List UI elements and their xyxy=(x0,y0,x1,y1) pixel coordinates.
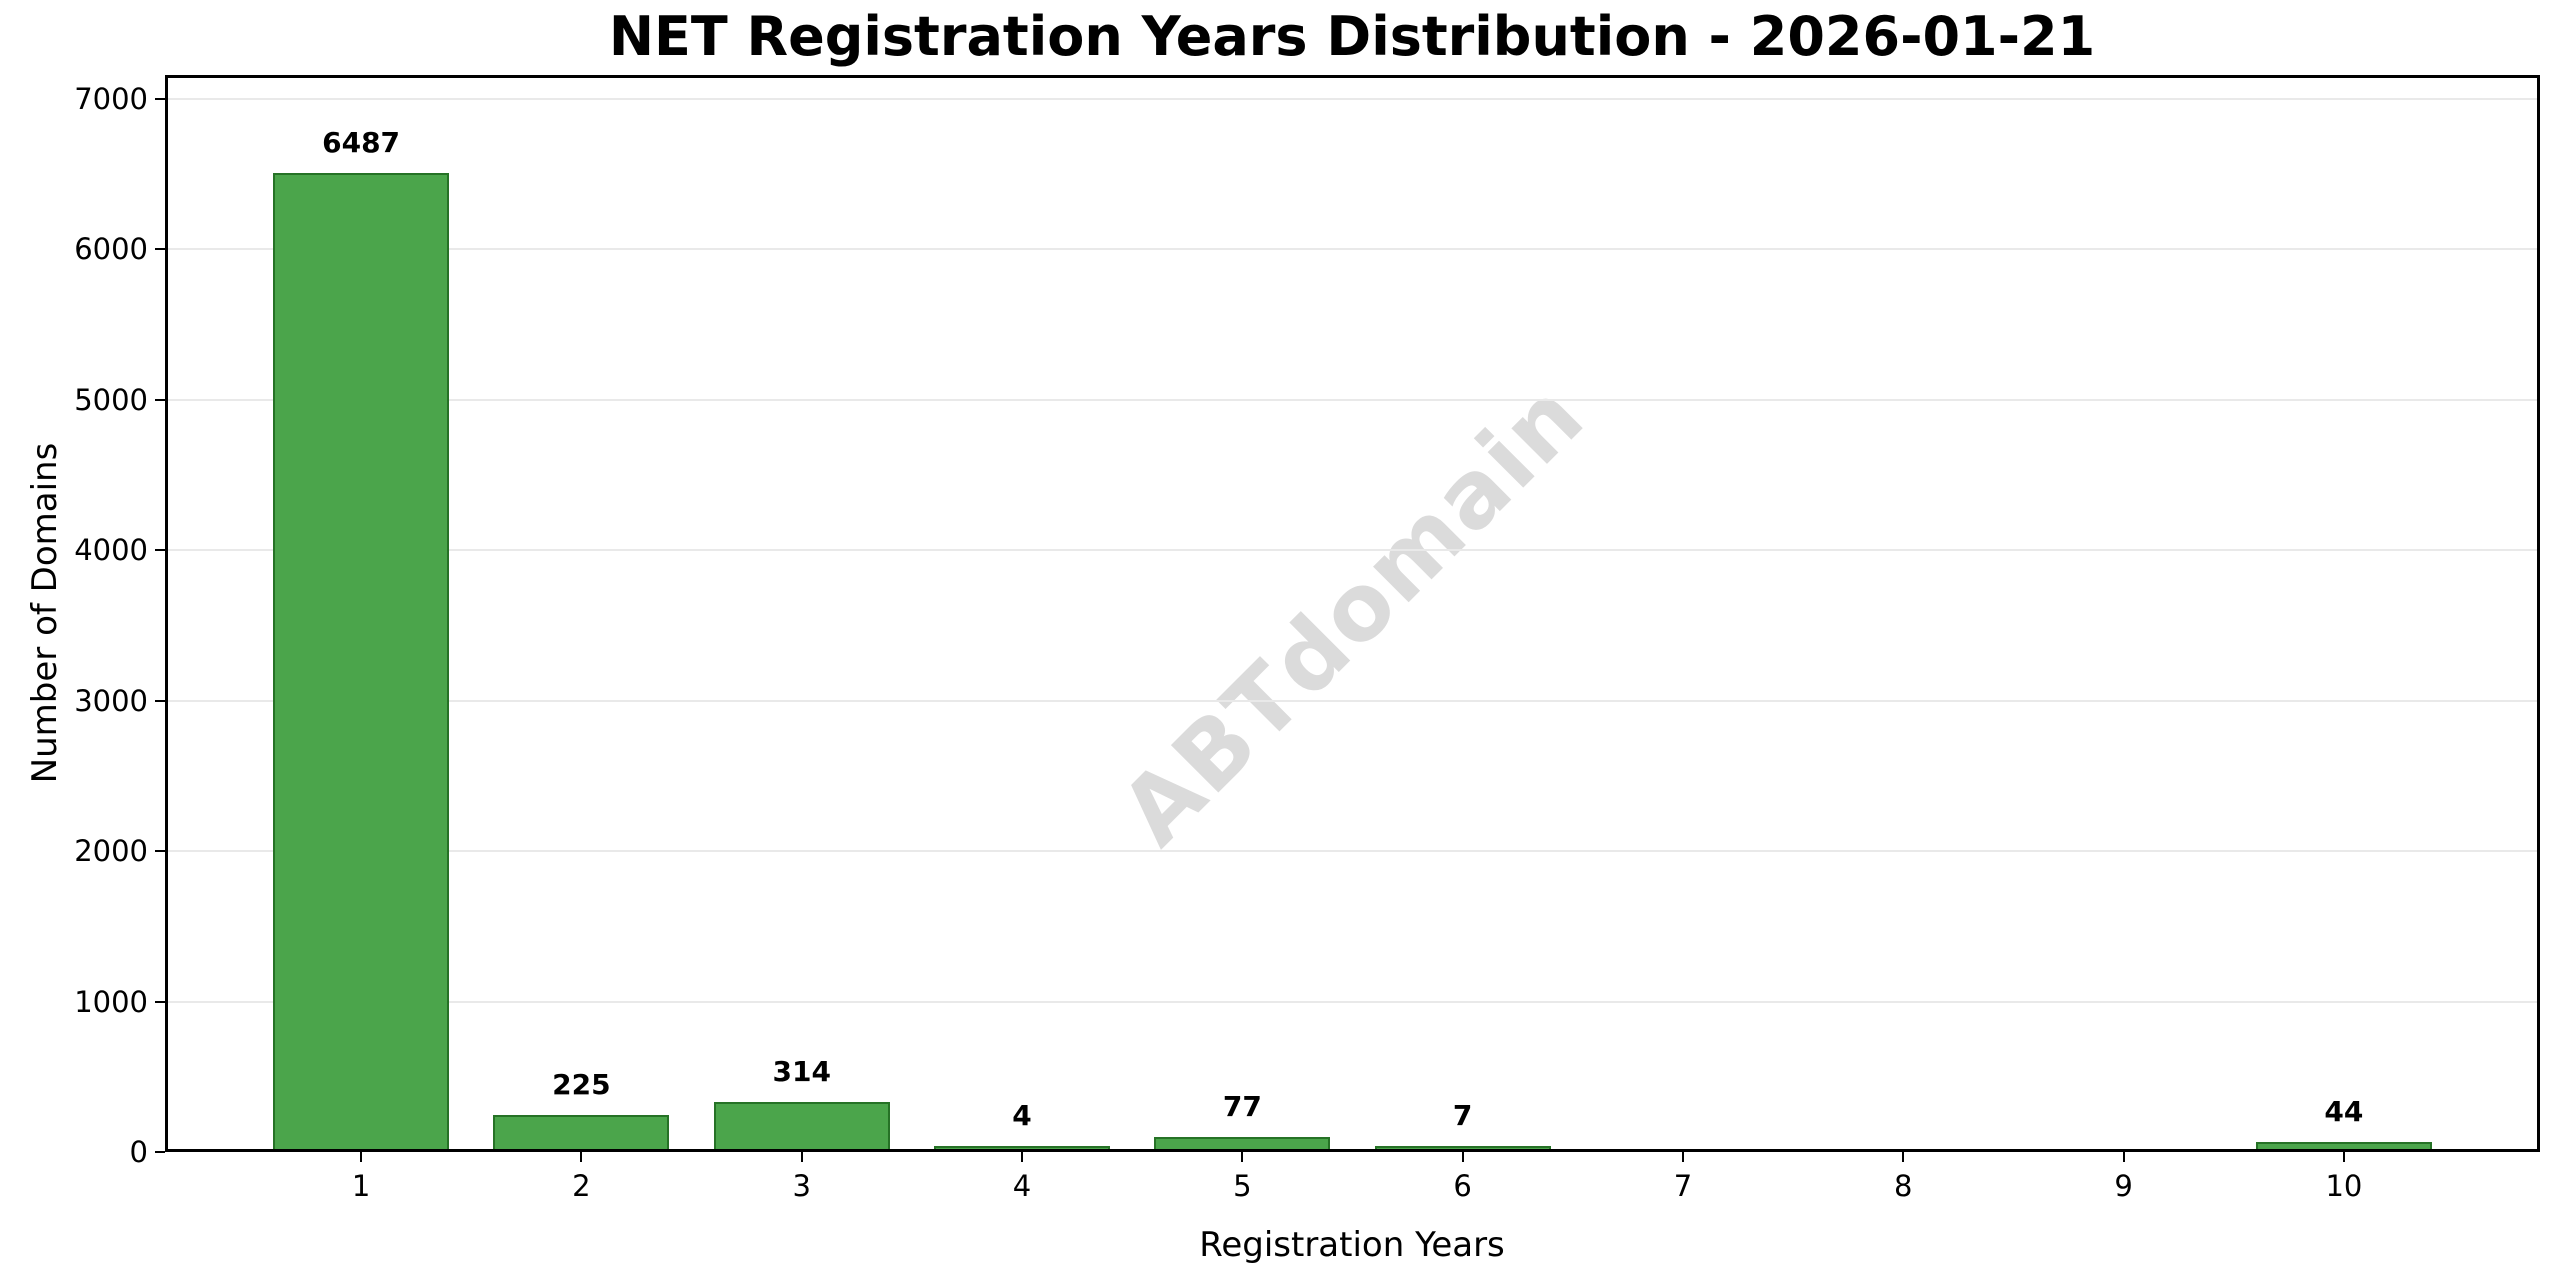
y-tick-label-3000: 3000 xyxy=(74,683,148,718)
x-tick-label-4: 4 xyxy=(1012,1169,1032,1203)
y-gridline-3000 xyxy=(168,699,2537,702)
x-tick-6 xyxy=(1461,1152,1464,1162)
bar-value-label-1: 6487 xyxy=(322,126,401,159)
bar-value-label-6: 7 xyxy=(1452,1099,1473,1132)
watermark: ABTdomain xyxy=(1100,361,1605,866)
bar-value-label-3: 314 xyxy=(772,1055,831,1088)
x-tick-1 xyxy=(360,1152,363,1162)
bar-year-3 xyxy=(713,1102,890,1149)
y-gridline-1000 xyxy=(168,1000,2537,1003)
x-tick-label-3: 3 xyxy=(792,1169,811,1203)
y-tick-2000 xyxy=(155,850,165,853)
y-tick-label-1000: 1000 xyxy=(74,984,148,1019)
x-tick-2 xyxy=(580,1152,583,1162)
y-tick-label-7000: 7000 xyxy=(74,82,148,117)
x-tick-label-5: 5 xyxy=(1233,1169,1252,1203)
bar-year-4 xyxy=(933,1146,1110,1149)
x-tick-4 xyxy=(1021,1152,1024,1162)
plot-area: ABTdomain 6487 225 314 4 77 7 44 xyxy=(165,75,2540,1152)
y-tick-3000 xyxy=(155,699,165,702)
x-tick-label-2: 2 xyxy=(572,1169,591,1203)
x-tick-7 xyxy=(1681,1152,1684,1162)
x-tick-label-8: 8 xyxy=(1894,1169,1913,1203)
x-tick-label-6: 6 xyxy=(1453,1169,1472,1203)
y-gridline-4000 xyxy=(168,549,2537,552)
y-gridline-5000 xyxy=(168,398,2537,401)
y-tick-4000 xyxy=(155,549,165,552)
x-tick-3 xyxy=(800,1152,803,1162)
y-gridline-6000 xyxy=(168,248,2537,251)
y-tick-7000 xyxy=(155,98,165,101)
bar-year-5 xyxy=(1154,1137,1331,1149)
x-tick-8 xyxy=(1902,1152,1905,1162)
bar-year-2 xyxy=(493,1115,670,1149)
x-tick-9 xyxy=(2122,1152,2125,1162)
y-tick-5000 xyxy=(155,398,165,401)
y-tick-6000 xyxy=(155,248,165,251)
bar-value-label-10: 44 xyxy=(2324,1095,2364,1128)
y-tick-0 xyxy=(155,1151,165,1153)
y-tick-label-5000: 5000 xyxy=(74,382,148,417)
y-tick-label-4000: 4000 xyxy=(74,533,148,568)
x-tick-label-9: 9 xyxy=(2114,1169,2133,1203)
bar-value-label-4: 4 xyxy=(1012,1099,1032,1132)
y-tick-label-0: 0 xyxy=(129,1135,148,1169)
bar-year-1 xyxy=(272,173,449,1149)
y-tick-label-6000: 6000 xyxy=(74,232,148,267)
y-axis-label: Number of Domains xyxy=(25,442,65,784)
y-tick-label-2000: 2000 xyxy=(74,834,148,869)
chart-title: NET Registration Years Distribution - 20… xyxy=(608,5,2096,68)
bar-value-label-2: 225 xyxy=(552,1068,611,1101)
x-tick-5 xyxy=(1241,1152,1244,1162)
y-tick-1000 xyxy=(155,1000,165,1003)
x-tick-label-10: 10 xyxy=(2325,1169,2363,1203)
y-gridline-2000 xyxy=(168,850,2537,853)
x-axis-label: Registration Years xyxy=(1199,1225,1505,1265)
y-gridline-7000 xyxy=(168,98,2537,101)
bar-value-label-5: 77 xyxy=(1222,1090,1262,1123)
x-tick-10 xyxy=(2342,1152,2345,1162)
bar-year-10 xyxy=(2255,1142,2432,1149)
x-tick-label-1: 1 xyxy=(351,1169,371,1203)
x-tick-label-7: 7 xyxy=(1673,1169,1693,1203)
bar-year-6 xyxy=(1374,1146,1551,1149)
